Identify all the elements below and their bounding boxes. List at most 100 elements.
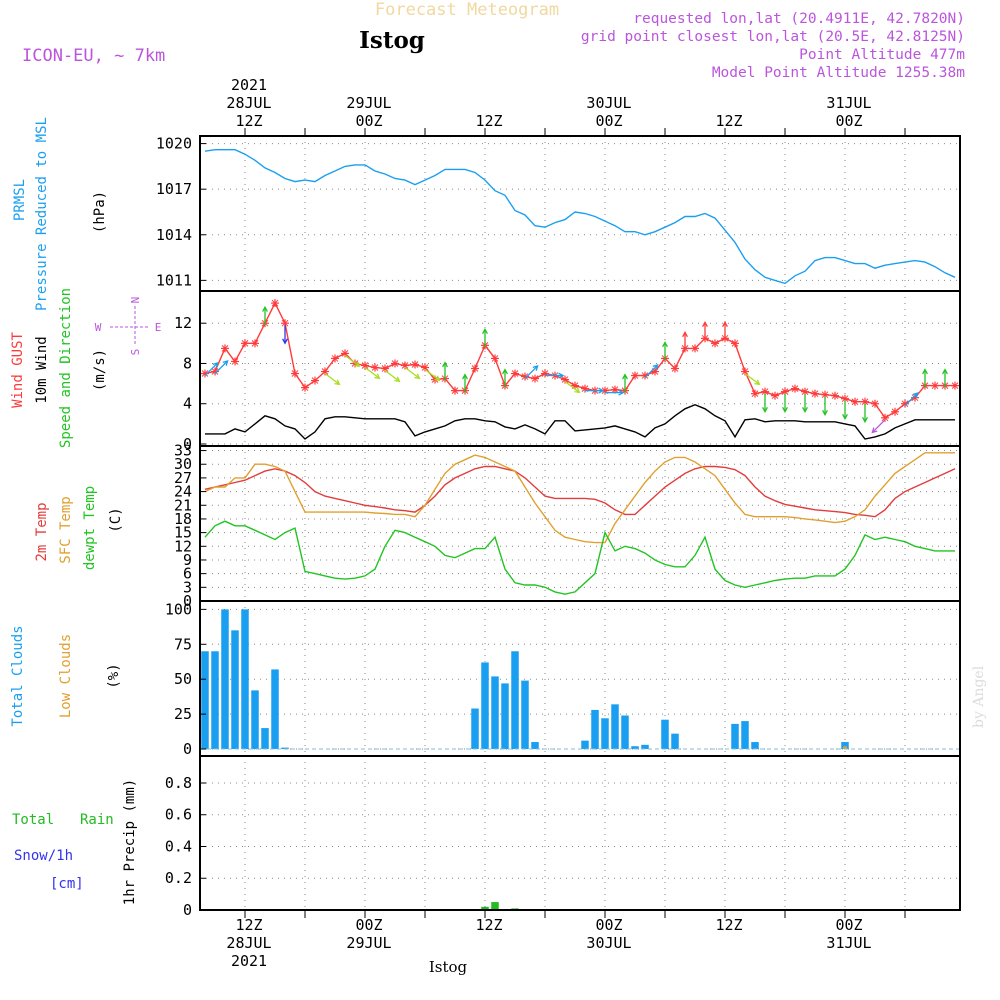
gust-marker-d2 — [671, 365, 679, 372]
gust-marker — [891, 407, 899, 416]
clouds-frame — [199, 600, 961, 757]
temp-ytick-label: 6 — [183, 565, 192, 583]
wind-arrow-shaft — [871, 419, 886, 433]
temp-ytick-label: 18 — [174, 510, 192, 528]
gust-marker-d2 — [541, 370, 549, 377]
wind-arrow-shaft — [364, 366, 380, 379]
gust-marker — [281, 319, 289, 328]
gust-marker-d2 — [641, 372, 649, 379]
wind-direction-arrow — [442, 361, 448, 381]
point-altitude: Point Altitude 477m — [799, 47, 965, 63]
temp-dewpt-temp-line — [204, 520, 955, 595]
temp-ytick-label: 24 — [174, 483, 192, 501]
total-clouds-bar — [751, 742, 759, 750]
bottom-time-label: 12Z — [715, 916, 742, 934]
wind-ytick-label: 8 — [183, 354, 192, 372]
wind-direction-arrow — [214, 359, 229, 374]
total-clouds-bar — [621, 715, 629, 750]
wind-ytick-label: 4 — [183, 395, 192, 413]
wind-direction-arrow — [622, 373, 628, 393]
gust-marker-d2 — [371, 364, 379, 371]
compass-south: S — [129, 349, 142, 356]
wind-wind-gust-line — [204, 301, 955, 419]
total-clouds-bar — [471, 708, 479, 750]
wind-direction-arrow — [904, 392, 919, 407]
pressure-ytick-label: 1017 — [156, 180, 192, 198]
clouds-ytick-label: 0 — [183, 740, 192, 758]
gust-marker-d2 — [341, 350, 349, 357]
wind-arrow-shaft — [424, 368, 440, 381]
total-clouds-bar — [511, 651, 519, 750]
wind-direction-arrow — [822, 396, 828, 417]
wind-gust-label: Wind GUST — [10, 332, 26, 408]
top-time-label: 00Z — [835, 112, 862, 130]
gust-marker-d2 — [951, 382, 959, 389]
footer-location: Istog — [429, 958, 468, 976]
rain-label: Rain — [80, 812, 114, 828]
gust-marker — [531, 374, 539, 383]
wind-panel-labels: Wind GUST 10m Wind Speed and Direction (… — [10, 288, 108, 448]
gust-marker-d2 — [521, 373, 529, 380]
wind-arrow-head — [462, 373, 468, 380]
total-clouds-bar — [601, 718, 609, 750]
total-clouds-label: Total Clouds — [10, 625, 26, 726]
precip-frame — [199, 755, 961, 911]
precip-ytick-label: 0.6 — [165, 806, 192, 824]
total-clouds-bar — [241, 609, 249, 750]
wind-direction-arrow — [282, 325, 288, 345]
temp-ytick-label: 21 — [174, 496, 192, 514]
bottom-time-label: 28JUL — [226, 934, 271, 952]
total-clouds-bar — [581, 740, 589, 750]
gust-marker — [371, 363, 379, 372]
total-label: Total — [12, 812, 54, 828]
data-layer — [200, 148, 960, 911]
total-clouds-bar — [261, 728, 269, 750]
compass-west: W — [95, 321, 102, 334]
wind-direction-arrow — [204, 361, 219, 376]
wind-ytick-label: 12 — [174, 314, 192, 332]
grid-layer — [200, 136, 960, 911]
wind-direction-arrow — [842, 400, 848, 421]
gust-marker-d2 — [401, 362, 409, 369]
gust-marker-d2 — [691, 345, 699, 352]
precip-panel-labels: Total Rain Snow/1h [cm] 1hr Precip (mm) — [12, 779, 138, 905]
gust-marker-d2 — [791, 385, 799, 392]
total-clouds-bar — [531, 742, 539, 750]
wind-arrow-head — [434, 375, 441, 382]
gust-marker-d2 — [251, 339, 259, 347]
snow-label: Snow/1h — [14, 848, 73, 864]
gust-marker — [271, 299, 279, 308]
gust-marker — [451, 386, 459, 395]
wind-direction-arrow — [782, 393, 788, 414]
location-title: Istog — [359, 27, 425, 54]
gust-marker-d2 — [711, 339, 719, 347]
wind-direction-arrow — [942, 368, 948, 388]
gust-marker-d2 — [771, 392, 779, 400]
wind-arrow-head — [622, 373, 628, 380]
wind-arrow-head — [762, 406, 768, 414]
wind-direction-arrow — [762, 393, 768, 414]
top-time-label: 12Z — [715, 112, 742, 130]
wind-direction-arrow — [702, 320, 708, 341]
gust-marker-d2 — [281, 319, 289, 327]
wind-arrow-head — [862, 417, 868, 424]
gust-marker — [691, 344, 699, 353]
gust-marker-d2 — [581, 385, 589, 392]
wind-arrow-shaft — [324, 372, 340, 385]
wind-arrow-head — [262, 305, 268, 312]
wind-arrow-head — [754, 379, 761, 386]
wind-direction-arrow — [585, 387, 605, 394]
wind-arrow-shaft — [344, 354, 360, 367]
total-clouds-bar — [481, 662, 489, 750]
model-point-altitude: Model Point Altitude 1255.38m — [712, 65, 965, 81]
top-time-label: 12Z — [475, 112, 502, 130]
wind-arrow-head — [394, 376, 401, 383]
gust-marker-d2 — [361, 362, 369, 369]
wind-arrow-shaft — [744, 372, 760, 385]
gust-marker — [851, 397, 859, 406]
wind-arrow-head — [502, 368, 508, 375]
gust-marker-d2 — [611, 386, 619, 393]
total-clouds-bar — [631, 746, 639, 750]
total-clouds-bar — [641, 744, 649, 750]
gust-marker-d2 — [891, 408, 899, 416]
